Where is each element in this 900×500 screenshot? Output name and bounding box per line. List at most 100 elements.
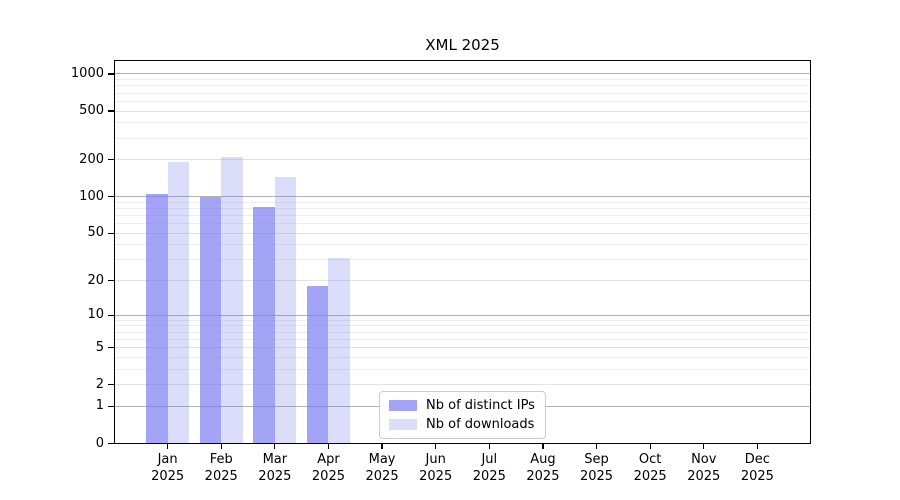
minor-gridline bbox=[114, 137, 811, 139]
major-gridline bbox=[114, 110, 811, 112]
legend-label-distinct-ips: Nb of distinct IPs bbox=[426, 398, 535, 413]
x-tick bbox=[542, 444, 544, 449]
y-tick bbox=[108, 196, 114, 198]
y-tick-label: 2 bbox=[95, 376, 104, 392]
minor-gridline bbox=[114, 122, 811, 124]
minor-gridline bbox=[114, 223, 811, 225]
legend: Nb of distinct IPs Nb of downloads bbox=[379, 391, 546, 439]
x-tick-year: 2025 bbox=[526, 469, 560, 484]
y-tick bbox=[108, 384, 114, 386]
bar-feb-ips bbox=[199, 196, 222, 444]
y-tick bbox=[108, 442, 114, 445]
y-tick-label: 200 bbox=[79, 151, 104, 167]
bar-apr-downloads bbox=[328, 258, 350, 444]
x-tick-year: 2025 bbox=[151, 469, 185, 484]
y-tick-label: 1 bbox=[95, 398, 104, 414]
major-gridline bbox=[114, 232, 811, 234]
y-tick bbox=[108, 232, 114, 234]
x-tick bbox=[649, 444, 651, 449]
x-tick-year: 2025 bbox=[204, 469, 238, 484]
x-tick-label: Dec 2025 bbox=[729, 451, 785, 485]
x-tick-year: 2025 bbox=[740, 469, 774, 484]
chart-title: XML 2025 bbox=[425, 36, 500, 54]
major-gridline bbox=[114, 280, 811, 282]
minor-gridline bbox=[114, 85, 811, 87]
minor-gridline bbox=[114, 259, 811, 261]
x-tick-label: Jun 2025 bbox=[408, 451, 464, 485]
x-tick-label: Jul 2025 bbox=[461, 451, 517, 485]
bar-feb-downloads bbox=[221, 157, 243, 444]
decade-gridline bbox=[114, 73, 811, 75]
x-tick-label: Apr 2025 bbox=[300, 451, 356, 485]
legend-item-distinct-ips: Nb of distinct IPs bbox=[389, 398, 535, 413]
x-tick bbox=[220, 444, 222, 449]
y-tick bbox=[108, 314, 114, 316]
y-tick-label: 100 bbox=[79, 188, 104, 204]
minor-gridline bbox=[114, 331, 811, 333]
minor-gridline bbox=[114, 201, 811, 203]
x-tick-label: Nov 2025 bbox=[676, 451, 732, 485]
x-tick bbox=[703, 444, 705, 449]
legend-swatch-distinct-ips bbox=[389, 400, 417, 411]
y-tick-label: 20 bbox=[87, 272, 104, 288]
y-tick bbox=[108, 405, 114, 408]
x-tick bbox=[488, 444, 490, 449]
y-tick bbox=[108, 73, 114, 75]
y-tick-label: 5 bbox=[95, 339, 104, 355]
x-tick-label: Feb 2025 bbox=[193, 451, 249, 485]
minor-gridline bbox=[114, 215, 811, 217]
x-tick-label: Mar 2025 bbox=[247, 451, 303, 485]
x-tick-year: 2025 bbox=[365, 469, 399, 484]
y-tick-label: 10 bbox=[87, 307, 104, 323]
y-tick bbox=[108, 110, 114, 112]
x-tick-year: 2025 bbox=[633, 469, 667, 484]
x-tick-year: 2025 bbox=[579, 469, 614, 484]
y-tick-label: 0 bbox=[95, 435, 104, 451]
minor-gridline bbox=[114, 207, 811, 209]
bar-jan-ips bbox=[146, 194, 168, 444]
plot-area bbox=[114, 60, 811, 444]
y-tick-label: 500 bbox=[79, 103, 104, 118]
x-tick-year: 2025 bbox=[258, 469, 292, 484]
minor-gridline bbox=[114, 100, 811, 102]
minor-gridline bbox=[114, 356, 811, 358]
x-tick bbox=[435, 444, 437, 449]
y-tick-label: 50 bbox=[87, 225, 104, 241]
minor-gridline bbox=[114, 368, 811, 370]
x-tick-label: Jan 2025 bbox=[140, 451, 196, 485]
decade-gridline bbox=[114, 196, 811, 198]
y-tick-label: 1000 bbox=[70, 65, 104, 81]
x-tick-label: Sep 2025 bbox=[569, 451, 625, 485]
major-gridline bbox=[114, 384, 811, 386]
legend-item-downloads: Nb of downloads bbox=[389, 417, 535, 432]
x-tick-label: Oct 2025 bbox=[622, 451, 678, 485]
y-tick bbox=[108, 159, 114, 161]
minor-gridline bbox=[114, 244, 811, 246]
minor-gridline bbox=[114, 338, 811, 340]
x-tick bbox=[167, 444, 169, 449]
minor-gridline bbox=[114, 92, 811, 94]
major-gridline bbox=[114, 347, 811, 349]
x-tick bbox=[327, 444, 330, 449]
minor-gridline bbox=[114, 325, 811, 327]
y-tick bbox=[108, 280, 114, 282]
x-tick-year: 2025 bbox=[687, 469, 721, 484]
y-tick bbox=[108, 347, 114, 349]
x-tick bbox=[381, 444, 383, 449]
bar-mar-downloads bbox=[274, 176, 297, 444]
x-tick bbox=[595, 444, 598, 449]
legend-swatch-downloads bbox=[389, 419, 417, 430]
x-tick-year: 2025 bbox=[419, 469, 453, 484]
x-tick bbox=[756, 444, 758, 449]
major-gridline bbox=[114, 159, 811, 161]
minor-gridline bbox=[114, 79, 811, 81]
legend-label-downloads: Nb of downloads bbox=[426, 417, 535, 432]
minor-gridline bbox=[114, 319, 811, 321]
x-tick-label: May 2025 bbox=[354, 451, 410, 485]
bar-jan-downloads bbox=[167, 162, 189, 444]
decade-gridline bbox=[114, 314, 811, 316]
x-tick-year: 2025 bbox=[311, 469, 345, 484]
x-tick bbox=[274, 444, 276, 449]
bar-mar-ips bbox=[253, 207, 275, 444]
